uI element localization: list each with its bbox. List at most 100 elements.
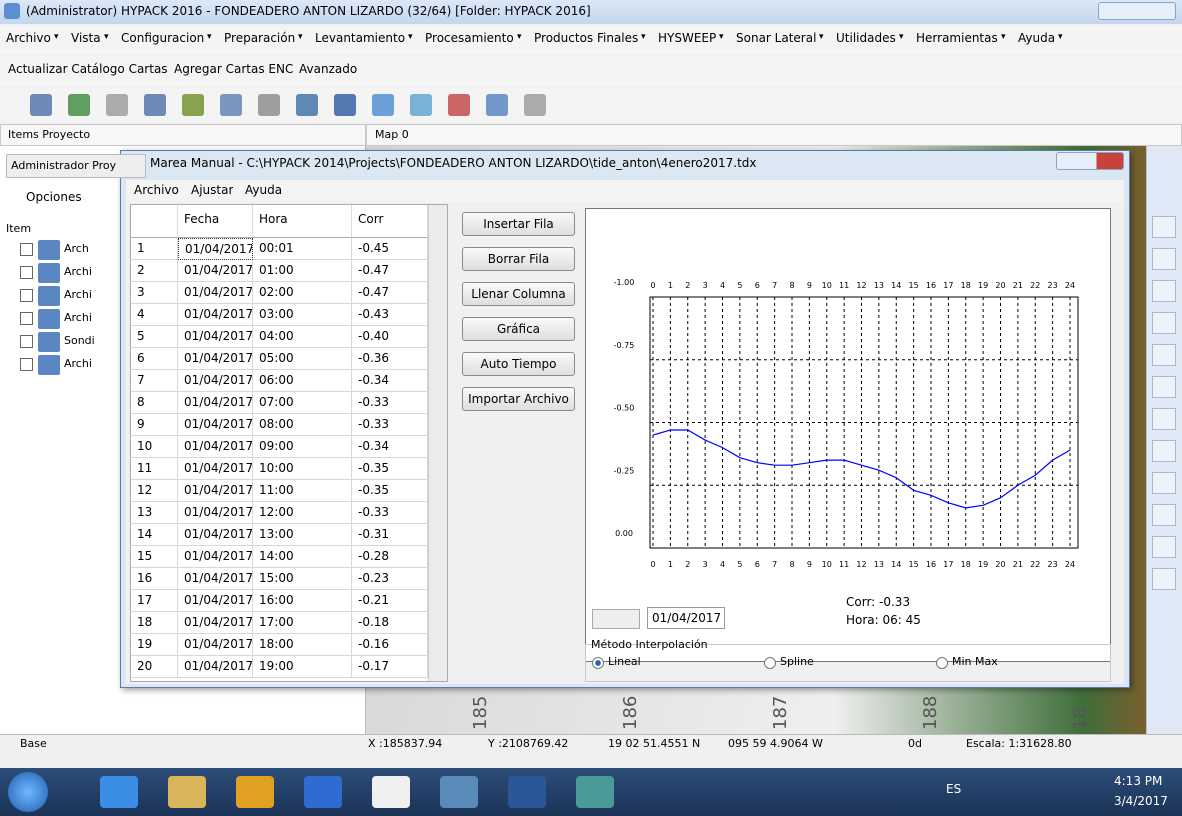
table-cell[interactable]: -0.31 <box>352 524 428 546</box>
menu-item[interactable]: Productos Finales <box>534 31 638 49</box>
toolbar-icon[interactable] <box>372 94 394 116</box>
table-cell[interactable]: -0.35 <box>352 458 428 480</box>
map-tool[interactable] <box>1152 568 1176 590</box>
taskbar-app[interactable] <box>508 776 546 808</box>
table-cell[interactable]: 01/04/2017 <box>178 612 253 634</box>
tree-checkbox[interactable] <box>20 358 33 371</box>
table-cell[interactable]: -0.17 <box>352 656 428 678</box>
table-cell[interactable]: 09:00 <box>253 436 352 458</box>
table-cell[interactable]: 01/04/2017 <box>178 546 253 568</box>
table-cell[interactable]: 01/04/2017 <box>178 634 253 656</box>
toolbar-icon[interactable] <box>258 94 280 116</box>
row-header[interactable]: 14 <box>131 524 178 546</box>
toolbar-button[interactable]: Actualizar Catálogo Cartas <box>8 62 168 80</box>
table-cell[interactable]: -0.36 <box>352 348 428 370</box>
table-cell[interactable]: 17:00 <box>253 612 352 634</box>
row-header[interactable]: 20 <box>131 656 178 678</box>
table-cell[interactable]: -0.21 <box>352 590 428 612</box>
table-cell[interactable]: 18:00 <box>253 634 352 656</box>
toolbar-icon[interactable] <box>296 94 318 116</box>
tree-item[interactable]: Arch <box>64 242 124 258</box>
table-cell[interactable]: 02:00 <box>253 282 352 304</box>
table-cell[interactable]: -0.23 <box>352 568 428 590</box>
row-header[interactable]: 1 <box>131 238 178 260</box>
row-header[interactable]: 6 <box>131 348 178 370</box>
menu-item[interactable]: Configuracion <box>121 31 204 49</box>
toolbar-icon[interactable] <box>106 94 128 116</box>
table-cell[interactable]: -0.33 <box>352 502 428 524</box>
dialog-menu-item[interactable]: Ayuda <box>245 183 282 199</box>
table-cell[interactable]: 04:00 <box>253 326 352 348</box>
row-header[interactable]: 8 <box>131 392 178 414</box>
table-cell[interactable]: 14:00 <box>253 546 352 568</box>
row-header[interactable]: 17 <box>131 590 178 612</box>
row-header[interactable]: 4 <box>131 304 178 326</box>
row-header[interactable]: 3 <box>131 282 178 304</box>
table-cell[interactable]: -0.40 <box>352 326 428 348</box>
menu-item[interactable]: Sonar Lateral <box>736 31 816 49</box>
toolbar-icon[interactable] <box>182 94 204 116</box>
table-cell[interactable]: -0.33 <box>352 414 428 436</box>
table-cell[interactable]: 01/04/2017 <box>178 392 253 414</box>
table-cell[interactable]: 01/04/2017 <box>178 590 253 612</box>
map-tool[interactable] <box>1152 440 1176 462</box>
tree-item[interactable]: Archi <box>64 357 124 373</box>
toolbar-icon[interactable] <box>30 94 52 116</box>
table-cell[interactable]: 01/04/2017 <box>178 502 253 524</box>
table-cell[interactable]: -0.47 <box>352 260 428 282</box>
table-cell[interactable]: 03:00 <box>253 304 352 326</box>
map-tool[interactable] <box>1152 536 1176 558</box>
row-header[interactable]: 19 <box>131 634 178 656</box>
map-tool[interactable] <box>1152 472 1176 494</box>
date-field[interactable]: 01/04/2017 <box>647 607 725 629</box>
button[interactable]: Borrar Fila <box>462 247 575 271</box>
table-cell[interactable]: -0.45 <box>352 238 428 260</box>
toolbar-icon[interactable] <box>524 94 546 116</box>
tree-checkbox[interactable] <box>20 312 33 325</box>
table-cell[interactable]: 01/04/2017 <box>178 524 253 546</box>
toolbar-button[interactable]: Agregar Cartas ENC <box>174 62 293 80</box>
toolbar-icon[interactable] <box>220 94 242 116</box>
table-cell[interactable]: 13:00 <box>253 524 352 546</box>
menu-item[interactable]: Ayuda <box>1018 31 1055 49</box>
table-cell[interactable]: -0.34 <box>352 436 428 458</box>
menu-item[interactable]: Vista <box>71 31 101 49</box>
table-cell[interactable]: -0.16 <box>352 634 428 656</box>
table-cell[interactable]: -0.28 <box>352 546 428 568</box>
map-tool[interactable] <box>1152 408 1176 430</box>
toolbar-icon[interactable] <box>68 94 90 116</box>
button[interactable]: Auto Tiempo <box>462 352 575 376</box>
table-cell[interactable]: 05:00 <box>253 348 352 370</box>
menu-item[interactable]: Procesamiento <box>425 31 514 49</box>
window-controls[interactable] <box>1098 2 1176 20</box>
toolbar-icon[interactable] <box>486 94 508 116</box>
dialog-menu-item[interactable]: Archivo <box>134 183 179 199</box>
start-button[interactable] <box>8 772 48 812</box>
toolbar-icon[interactable] <box>334 94 356 116</box>
table-cell[interactable]: 01/04/2017 <box>178 568 253 590</box>
taskbar-app[interactable] <box>168 776 206 808</box>
map-tool[interactable] <box>1152 376 1176 398</box>
taskbar-app[interactable] <box>372 776 410 808</box>
menu-item[interactable]: Herramientas <box>916 31 998 49</box>
taskbar-app[interactable] <box>304 776 342 808</box>
scroll-button[interactable] <box>592 609 640 629</box>
tree-checkbox[interactable] <box>20 335 33 348</box>
table-cell[interactable]: -0.47 <box>352 282 428 304</box>
button[interactable]: Importar Archivo <box>462 387 575 411</box>
table-cell[interactable]: -0.33 <box>352 392 428 414</box>
row-header[interactable]: 13 <box>131 502 178 524</box>
row-header[interactable]: 2 <box>131 260 178 282</box>
options-button[interactable]: Opciones <box>26 190 116 210</box>
row-header[interactable]: 5 <box>131 326 178 348</box>
taskbar-app[interactable] <box>576 776 614 808</box>
table-cell[interactable]: 01/04/2017 <box>178 480 253 502</box>
table-cell[interactable]: -0.35 <box>352 480 428 502</box>
taskbar-app[interactable] <box>440 776 478 808</box>
table-cell[interactable]: 15:00 <box>253 568 352 590</box>
map-tool[interactable] <box>1152 504 1176 526</box>
menu-item[interactable]: HYSWEEP <box>658 31 716 49</box>
tree-item[interactable]: Sondi <box>64 334 124 350</box>
menu-item[interactable]: Levantamiento <box>315 31 405 49</box>
row-header[interactable]: 10 <box>131 436 178 458</box>
